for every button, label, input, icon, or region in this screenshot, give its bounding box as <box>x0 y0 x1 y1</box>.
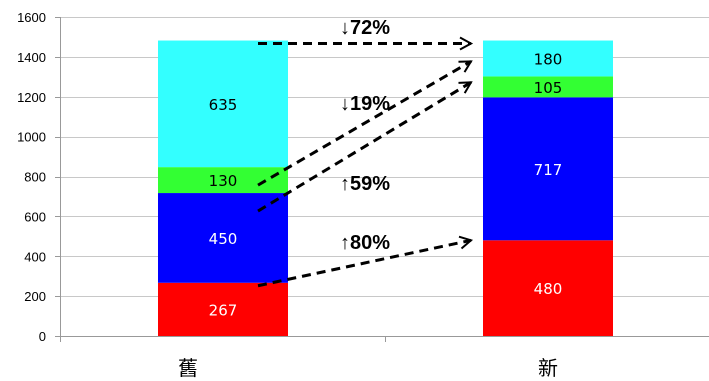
data-label: 130 <box>209 172 238 190</box>
bar-segment <box>483 97 613 241</box>
arrows <box>257 44 471 288</box>
data-label: 717 <box>534 161 563 179</box>
change-annotation: ↑59% <box>340 173 390 195</box>
bars <box>158 40 613 336</box>
bar-segment <box>158 282 288 336</box>
data-label: 180 <box>534 50 563 68</box>
bar-segment <box>483 240 613 336</box>
y-tick-label: 800 <box>24 170 46 185</box>
bar-segment <box>483 40 613 77</box>
data-label: 105 <box>534 79 563 97</box>
change-arrow <box>257 240 471 288</box>
y-tick-label: 1600 <box>17 10 46 25</box>
y-tick-label: 400 <box>24 249 46 264</box>
y-tick-label: 1200 <box>17 90 46 105</box>
bar-segment <box>158 193 288 283</box>
bar-segment <box>158 40 288 168</box>
axes <box>55 17 709 342</box>
y-tick-label: 600 <box>24 209 46 224</box>
change-annotation: ↑80% <box>340 232 390 254</box>
x-category-label: 舊 <box>178 356 198 380</box>
y-tick-label: 1400 <box>17 50 46 65</box>
y-tick-label: 200 <box>24 289 46 304</box>
data-label: 450 <box>209 230 238 248</box>
data-label: 480 <box>534 280 563 298</box>
y-tick-label: 1000 <box>17 130 46 145</box>
labels: 0 200 400 600 800 1000 1200 1400 1600 267 450 130 63… <box>17 10 562 380</box>
change-arrow <box>257 81 471 213</box>
x-category-label: 新 <box>538 356 558 380</box>
bar-segment <box>483 76 613 98</box>
data-label: 267 <box>209 301 238 319</box>
y-tick-label: 0 <box>39 329 46 344</box>
change-arrow <box>257 60 471 187</box>
data-label: 635 <box>209 96 238 114</box>
change-annotation: ↓19% <box>340 93 390 115</box>
change-annotation: ↓72% <box>340 17 390 39</box>
bar-segment <box>158 167 288 194</box>
